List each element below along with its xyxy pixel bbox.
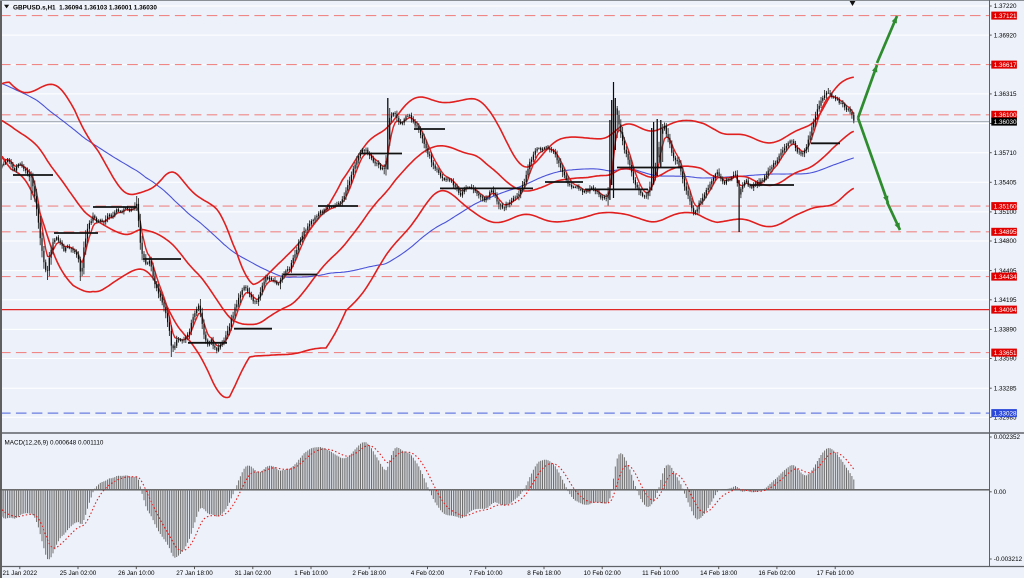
- svg-text:0.002352: 0.002352: [994, 434, 1021, 441]
- svg-text:4 Feb 02:00: 4 Feb 02:00: [411, 570, 445, 577]
- svg-text:14 Feb 18:00: 14 Feb 18:00: [700, 570, 738, 577]
- svg-text:31 Jan 02:00: 31 Jan 02:00: [235, 570, 272, 577]
- svg-text:1.33285: 1.33285: [994, 385, 1017, 392]
- svg-text:7 Feb 10:00: 7 Feb 10:00: [469, 570, 503, 577]
- svg-text:16 Feb 02:00: 16 Feb 02:00: [758, 570, 796, 577]
- svg-text:1.33890: 1.33890: [994, 327, 1017, 334]
- svg-text:GBPUSD.s,H1 1.36094 1.36103 1: GBPUSD.s,H1 1.36094 1.36103 1.36001 1.36…: [13, 4, 157, 11]
- svg-text:27 Jan 18:00: 27 Jan 18:00: [176, 570, 213, 577]
- svg-text:1.36920: 1.36920: [994, 32, 1017, 39]
- svg-text:11 Feb 10:00: 11 Feb 10:00: [642, 570, 679, 577]
- svg-text:1.34895: 1.34895: [994, 229, 1017, 236]
- svg-text:1.36030: 1.36030: [994, 119, 1017, 126]
- svg-text:0.00: 0.00: [994, 489, 1007, 496]
- svg-text:1.35100: 1.35100: [994, 209, 1017, 216]
- svg-text:1.36617: 1.36617: [994, 62, 1017, 69]
- svg-text:1.34800: 1.34800: [994, 238, 1017, 245]
- svg-text:1.34094: 1.34094: [994, 307, 1017, 314]
- svg-text:17 Feb 10:00: 17 Feb 10:00: [817, 570, 855, 577]
- svg-text:1.37220: 1.37220: [994, 3, 1017, 10]
- svg-text:21 Jan 2022: 21 Jan 2022: [2, 570, 37, 577]
- svg-text:1.36100: 1.36100: [994, 112, 1017, 119]
- svg-text:10 Feb 02:00: 10 Feb 02:00: [584, 570, 622, 577]
- svg-text:8 Feb 18:00: 8 Feb 18:00: [527, 570, 561, 577]
- svg-text:1.35405: 1.35405: [994, 180, 1017, 187]
- svg-text:1.35710: 1.35710: [994, 150, 1017, 157]
- svg-text:1.35160: 1.35160: [994, 203, 1017, 210]
- svg-text:1.34495: 1.34495: [994, 268, 1017, 275]
- svg-text:-0.003212: -0.003212: [994, 556, 1023, 563]
- svg-text:MACD(12,26,9) 0.000648 0.00111: MACD(12,26,9) 0.000648 0.001110: [5, 439, 104, 446]
- svg-text:25 Jan 02:00: 25 Jan 02:00: [60, 570, 97, 577]
- svg-text:1.34434: 1.34434: [994, 274, 1017, 281]
- svg-text:1.37121: 1.37121: [994, 13, 1017, 20]
- svg-text:26 Jan 10:00: 26 Jan 10:00: [118, 570, 155, 577]
- svg-text:1.32985: 1.32985: [994, 415, 1017, 422]
- svg-text:1.36315: 1.36315: [994, 91, 1017, 98]
- svg-text:1.33651: 1.33651: [994, 350, 1017, 357]
- svg-text:1 Feb 10:00: 1 Feb 10:00: [294, 570, 328, 577]
- svg-text:1.33590: 1.33590: [994, 356, 1017, 363]
- svg-text:1.33028: 1.33028: [994, 410, 1017, 417]
- svg-text:1.34195: 1.34195: [994, 297, 1017, 304]
- svg-text:2 Feb 18:00: 2 Feb 18:00: [352, 570, 386, 577]
